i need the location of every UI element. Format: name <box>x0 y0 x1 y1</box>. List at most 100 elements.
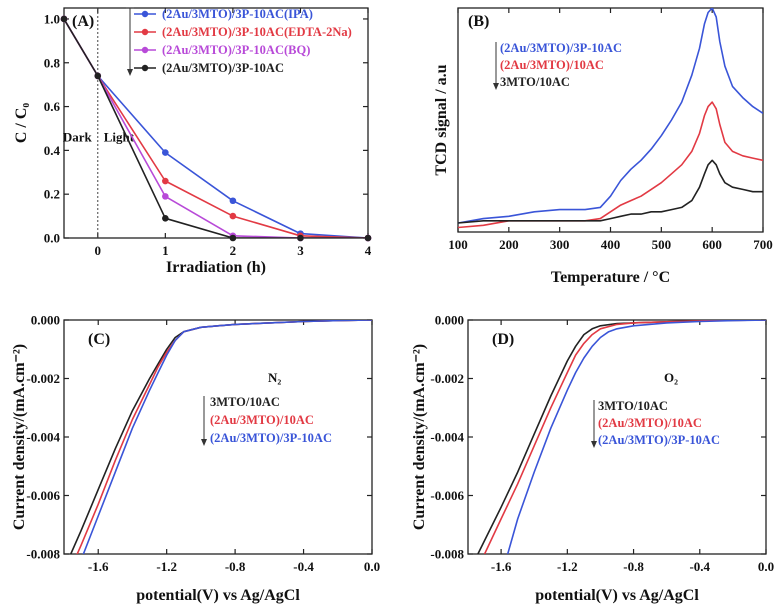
legend-entry: (2Au/3MTO)/10AC <box>500 58 604 72</box>
y-tick-label: -0.006 <box>26 488 60 503</box>
x-axis-label: Irradiation (h) <box>166 259 266 276</box>
legend-entry: (2Au/3MTO)/3P-10AC <box>500 41 622 55</box>
x-tick-label: 300 <box>550 237 570 252</box>
x-tick-label: -0.8 <box>225 559 246 574</box>
y-axis-label: C / C₀ <box>13 103 30 144</box>
data-point <box>162 149 169 156</box>
legend-entry: (2Au/3MTO)/10AC <box>210 413 314 427</box>
y-tick-label: -0.002 <box>26 371 60 386</box>
x-tick-label: 1 <box>162 243 169 258</box>
legend: 3MTO/10AC (2Au/3MTO)/10AC (2Au/3MTO)/3P-10… <box>201 395 332 446</box>
legend-entry: (2Au/3MTO)/3P-10AC <box>598 433 720 447</box>
x-tick-label: -1.2 <box>156 559 177 574</box>
data-point <box>162 193 169 200</box>
y-axis-label: Current density/(mA.cm⁻²) <box>411 344 428 530</box>
panel-label: (A) <box>72 13 94 30</box>
y-tick-label: 0.000 <box>31 313 60 328</box>
x-axis-label: Temperature / °C <box>551 269 670 286</box>
x-tick-label: 400 <box>601 237 621 252</box>
data-point <box>229 234 237 242</box>
legend: (2Au/3MTO)/3P-10AC (2Au/3MTO)/10AC 3MTO/10… <box>493 41 622 90</box>
gas-label: O₂ <box>664 370 678 385</box>
x-tick-label: 0.0 <box>364 559 380 574</box>
legend-arrowhead <box>201 439 207 446</box>
series-line <box>82 320 372 554</box>
legend-swatch-marker <box>141 46 149 54</box>
legend-swatch-marker <box>141 28 149 36</box>
y-axis-label: TCD signal / a.u <box>433 64 450 175</box>
panel-label: (B) <box>468 13 489 30</box>
y-tick-label: 0.6 <box>44 99 61 114</box>
y-tick-label: 0.4 <box>44 143 61 158</box>
panel-c: -1.6 -1.2 -0.8 -0.4 0.0 0.000 -0.002 -0.004 -0.0… <box>11 313 380 605</box>
y-tick-label: -0.002 <box>430 371 464 386</box>
legend-entry: (2Au/3MTO)/3P-10AC(BQ) <box>162 43 310 57</box>
legend-entry: 3MTO/10AC <box>598 399 668 413</box>
panel-a: 0 1 2 3 4 0.0 0.2 0.4 0.6 0.8 1.0 Irradiation (h) C … <box>13 7 372 276</box>
x-tick-label: 3 <box>297 243 304 258</box>
x-tick-label: 200 <box>499 237 519 252</box>
data-point <box>229 197 237 205</box>
x-tick-label: 0.0 <box>758 559 774 574</box>
legend-entry: (2Au/3MTO)/10AC <box>598 416 702 430</box>
y-tick-label: 0.0 <box>44 231 60 246</box>
x-tick-label: -1.2 <box>557 559 578 574</box>
legend-entry: 3MTO/10AC <box>210 395 280 409</box>
light-annotation: Light <box>104 130 135 145</box>
x-axis-label: potential(V) vs Ag/AgCl <box>535 587 699 604</box>
data-point <box>297 234 304 242</box>
data-point <box>94 72 102 80</box>
x-tick-label: 4 <box>365 243 372 258</box>
y-tick-label: -0.004 <box>26 430 60 445</box>
y-tick-label: -0.008 <box>430 547 464 562</box>
legend-swatch-marker <box>141 64 149 72</box>
series-line <box>458 101 763 229</box>
legend-swatch-marker <box>141 10 149 18</box>
series-line <box>506 320 766 554</box>
x-tick-label: 100 <box>448 237 468 252</box>
x-tick-label: 0 <box>95 243 102 258</box>
legend-entry: (2Au/3MTO)/3P-10AC <box>210 431 332 445</box>
legend-entry: (2Au/3MTO)/3P-10AC(EDTA-2Na) <box>162 25 352 39</box>
series-line <box>458 8 763 224</box>
panel-label: (C) <box>88 331 110 348</box>
x-tick-label: 700 <box>753 237 773 252</box>
legend-arrowhead <box>591 441 597 448</box>
series-line <box>64 18 368 238</box>
data-point <box>229 212 237 220</box>
x-tick-label: -1.6 <box>88 559 109 574</box>
gas-label: N₂ <box>268 370 281 385</box>
y-tick-label: -0.008 <box>26 547 60 562</box>
series-line <box>458 159 763 224</box>
legend-entry: (2Au/3MTO)/3P-10AC(IPA) <box>162 7 313 21</box>
dark-annotation: Dark <box>63 130 93 145</box>
x-axis-label: potential(V) vs Ag/AgCl <box>136 587 300 604</box>
x-tick-label: -1.6 <box>491 559 512 574</box>
x-tick-label: 600 <box>702 237 722 252</box>
y-tick-label: -0.004 <box>430 430 464 445</box>
y-tick-label: 0.2 <box>44 187 60 202</box>
y-tick-label: 1.0 <box>44 11 60 26</box>
panel-label: (D) <box>492 331 514 348</box>
legend-arrowhead <box>127 69 133 76</box>
y-tick-label: 0.000 <box>435 313 464 328</box>
x-tick-label: 2 <box>230 243 237 258</box>
x-tick-label: -0.8 <box>623 559 644 574</box>
x-tick-label: 500 <box>652 237 672 252</box>
legend-arrowhead <box>493 83 499 90</box>
x-tick-label: -0.4 <box>293 559 314 574</box>
legend: 3MTO/10AC (2Au/3MTO)/10AC (2Au/3MTO)/3P-10… <box>591 399 720 448</box>
panel-b: 100 200 300 400 500 600 700 Temperature / °C TCD… <box>433 7 773 286</box>
data-point <box>162 214 169 222</box>
x-tick-label: -0.4 <box>689 559 710 574</box>
data-point <box>162 177 169 185</box>
data-point <box>60 15 68 23</box>
plot-frame <box>63 7 369 239</box>
legend-entry: (2Au/3MTO)/3P-10AC <box>162 61 284 75</box>
data-point <box>364 234 372 242</box>
series-line <box>483 320 766 554</box>
y-axis-label: Current density/(mA.cm⁻²) <box>11 344 28 530</box>
legend: (2Au/3MTO)/3P-10AC(IPA) (2Au/3MTO)/3P-10A… <box>126 7 352 76</box>
y-tick-label: -0.006 <box>430 488 464 503</box>
